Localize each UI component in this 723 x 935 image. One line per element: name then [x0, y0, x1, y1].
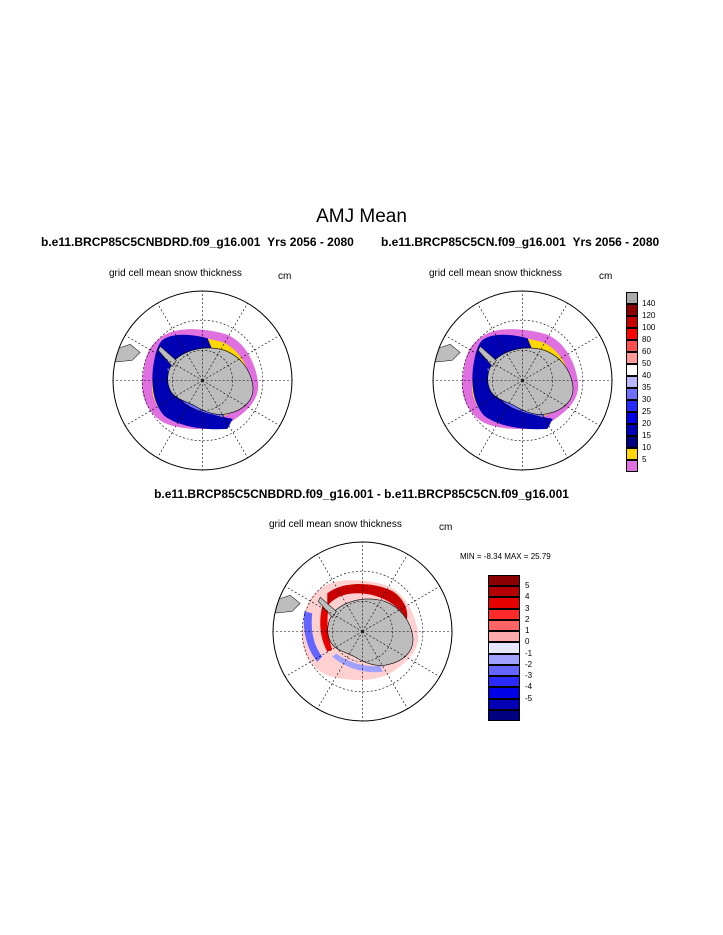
colorbar-segment [488, 664, 520, 677]
colorbar-segment [488, 631, 520, 643]
colorbar-tick-label: -4 [525, 682, 533, 692]
colorbar-segment [626, 400, 638, 412]
colorbar-tick-label: 140 [642, 299, 656, 308]
antarctic-peninsula [157, 345, 177, 367]
colorbar-tick-label: 100 [642, 323, 656, 332]
colorbar-tick-label: 20 [642, 419, 651, 428]
colorbar-segment [626, 388, 638, 400]
colorbar-segment [488, 619, 520, 632]
colorbar-segment [626, 304, 638, 316]
colorbar-tick-label: -3 [525, 671, 533, 681]
colorbar-segment [488, 687, 520, 699]
colorbar-tick-label: 1 [525, 626, 530, 636]
colorbar-segment [626, 436, 638, 448]
colorbar-segment [626, 328, 638, 340]
diff-red-arc [327, 583, 408, 620]
left-units-label: cm [278, 271, 292, 282]
colorbar-tick-label: -2 [525, 659, 533, 669]
diff-blue-west [303, 611, 323, 662]
right-run-name: b.e11.BRCP85C5CN.f09_g16.001 [381, 235, 566, 249]
snow-thickness-colorbar [626, 292, 638, 472]
colorbar-tick-label: 3 [525, 603, 530, 613]
colorbar-segment [488, 698, 520, 710]
difference-panel-title: b.e11.BRCP85C5CNBDRD.f09_g16.001 - b.e11… [154, 487, 569, 501]
colorbar-segment [488, 642, 520, 654]
colorbar-tick-label: 10 [642, 443, 651, 452]
colorbar-tick-label: 2 [525, 614, 530, 624]
colorbar-tick-label: 5 [642, 455, 647, 464]
colorbar-tick-label: 4 [525, 592, 530, 602]
colorbar-segment [488, 676, 520, 688]
colorbar-tick-label: 50 [642, 359, 651, 368]
colorbar-segment [626, 292, 638, 304]
difference-polar-map [272, 541, 453, 722]
colorbar-segment [626, 316, 638, 328]
diff-red-west [320, 606, 333, 652]
colorbar-segment [488, 575, 520, 587]
colorbar-tick-label: 35 [642, 383, 651, 392]
page-title: AMJ Mean [316, 206, 407, 227]
antarctic-peninsula [317, 596, 337, 618]
colorbar-tick-label: 80 [642, 335, 651, 344]
colorbar-segment [488, 586, 520, 598]
right-variable-label: grid cell mean snow thickness [429, 268, 562, 279]
colorbar-segment [626, 364, 638, 376]
right-panel-title: b.e11.BRCP85C5CN.f09_g16.001 Yrs 2056 - … [381, 235, 659, 249]
colorbar-tick-label: 0 [525, 637, 530, 647]
right-polar-map [432, 290, 613, 471]
left-years: Yrs 2056 - 2080 [267, 235, 354, 249]
left-variable-label: grid cell mean snow thickness [109, 268, 242, 279]
colorbar-segment [488, 608, 520, 620]
diff-blue-south [332, 653, 383, 673]
colorbar-segment [626, 448, 638, 460]
antarctic-peninsula [477, 345, 497, 367]
colorbar-segment [626, 352, 638, 364]
colorbar-segment [626, 424, 638, 436]
colorbar-tick-label: 40 [642, 371, 651, 380]
right-years: Yrs 2056 - 2080 [572, 235, 660, 249]
colorbar-tick-label: 120 [642, 311, 656, 320]
colorbar-tick-label: 25 [642, 407, 651, 416]
colorbar-tick-label: 5 [525, 581, 530, 591]
left-run-name: b.e11.BRCP85C5CNBDRD.f09_g16.001 [41, 235, 261, 249]
colorbar-tick-label: 15 [642, 431, 651, 440]
diff-min-max: MIN = -8.34 MAX = 25.79 [460, 552, 551, 561]
colorbar-segment [488, 709, 520, 721]
colorbar-segment [626, 340, 638, 352]
colorbar-tick-label: 60 [642, 347, 651, 356]
diff-variable-label: grid cell mean snow thickness [269, 519, 402, 530]
difference-colorbar [488, 575, 520, 721]
right-units-label: cm [599, 271, 613, 282]
colorbar-segment [626, 376, 638, 388]
colorbar-segment [626, 460, 638, 472]
colorbar-segment [488, 653, 520, 665]
left-panel-title: b.e11.BRCP85C5CNBDRD.f09_g16.001 Yrs 205… [41, 235, 354, 249]
left-polar-map [112, 290, 293, 471]
diff-units-label: cm [439, 522, 453, 533]
colorbar-tick-label: 30 [642, 395, 651, 404]
colorbar-segment [488, 597, 520, 609]
colorbar-tick-label: -1 [525, 648, 533, 658]
colorbar-tick-label: -5 [525, 693, 533, 703]
colorbar-segment [626, 412, 638, 424]
